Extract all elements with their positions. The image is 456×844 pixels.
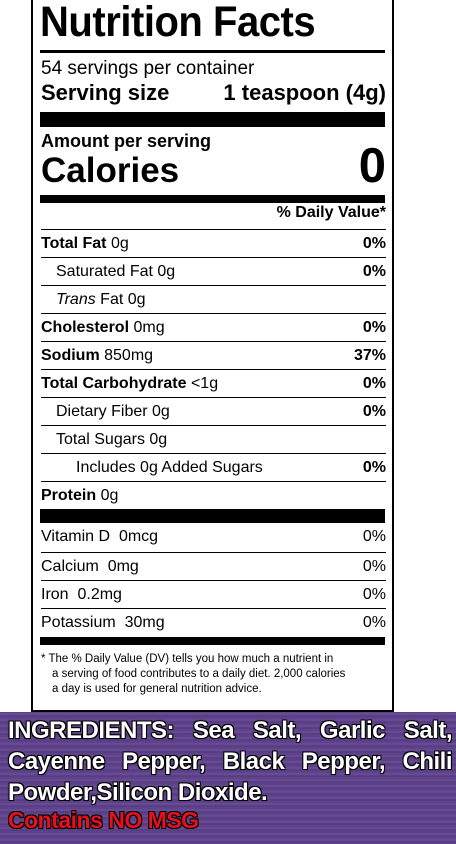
serving-size-value: 1 teaspoon (4g) xyxy=(223,80,386,105)
label-title: Nutrition Facts xyxy=(40,0,316,46)
calories-value: 0 xyxy=(358,139,386,193)
medium-divider xyxy=(40,637,385,645)
nutrition-facts-label: Nutrition Facts 54 servings per containe… xyxy=(31,0,394,712)
ingredients-panel: INGREDIENTS: Sea Salt, Garlic Salt, Caye… xyxy=(0,712,456,844)
thick-divider xyxy=(40,509,385,523)
nutrient-row-total-sugars: Total Sugars 0g xyxy=(41,425,386,453)
nutrient-row-total-fat: Total Fat 0g 0% xyxy=(41,229,386,257)
calories-row: Calories 0 xyxy=(41,142,386,191)
ingredients-text: INGREDIENTS: Sea Salt, Garlic Salt, Caye… xyxy=(8,715,453,808)
serving-size-label: Serving size xyxy=(41,80,170,105)
calories-label: Calories xyxy=(41,151,180,190)
amount-per-serving: Amount per serving xyxy=(41,131,212,151)
nutrient-row-protein: Protein 0g xyxy=(41,481,386,509)
nutrient-row-added-sugars: Includes 0g Added Sugars 0% xyxy=(41,453,386,481)
vitamin-row-calcium: Calcium 0mg 0% xyxy=(41,552,386,580)
nutrient-row-sodium: Sodium 850mg 37% xyxy=(41,341,386,369)
daily-value-footnote: * The % Daily Value (DV) tells you how m… xyxy=(41,653,346,695)
ingredients-list: Sea Salt, Garlic Salt, Cayenne Pepper, B… xyxy=(8,717,453,806)
thick-divider xyxy=(40,112,385,127)
divider xyxy=(40,50,385,53)
vitamin-row-potassium: Potassium 30mg 0% xyxy=(41,608,386,636)
nutrient-row-dietary-fiber: Dietary Fiber 0g 0% xyxy=(41,397,386,425)
nutrient-row-trans-fat: Trans Fat 0g xyxy=(41,285,386,313)
no-msg-notice: Contains NO MSG xyxy=(8,807,199,833)
serving-size: Serving size 1 teaspoon (4g) xyxy=(41,80,386,106)
daily-value-header: % Daily Value* xyxy=(276,204,386,221)
nutrient-row-cholesterol: Cholesterol 0mg 0% xyxy=(41,313,386,341)
nutrient-row-total-carbohydrate: Total Carbohydrate <1g 0% xyxy=(41,369,386,397)
vitamin-row-vitamin-d: Vitamin D 0mcg 0% xyxy=(41,528,386,545)
vitamin-row-iron: Iron 0.2mg 0% xyxy=(41,580,386,608)
nutrition-panel: Nutrition Facts 54 servings per containe… xyxy=(31,0,394,712)
servings-per-container: 54 servings per container xyxy=(41,58,255,79)
nutrient-row-saturated-fat: Saturated Fat 0g 0% xyxy=(41,257,386,285)
ingredients-heading: INGREDIENTS: xyxy=(8,717,175,744)
medium-divider xyxy=(40,195,385,203)
